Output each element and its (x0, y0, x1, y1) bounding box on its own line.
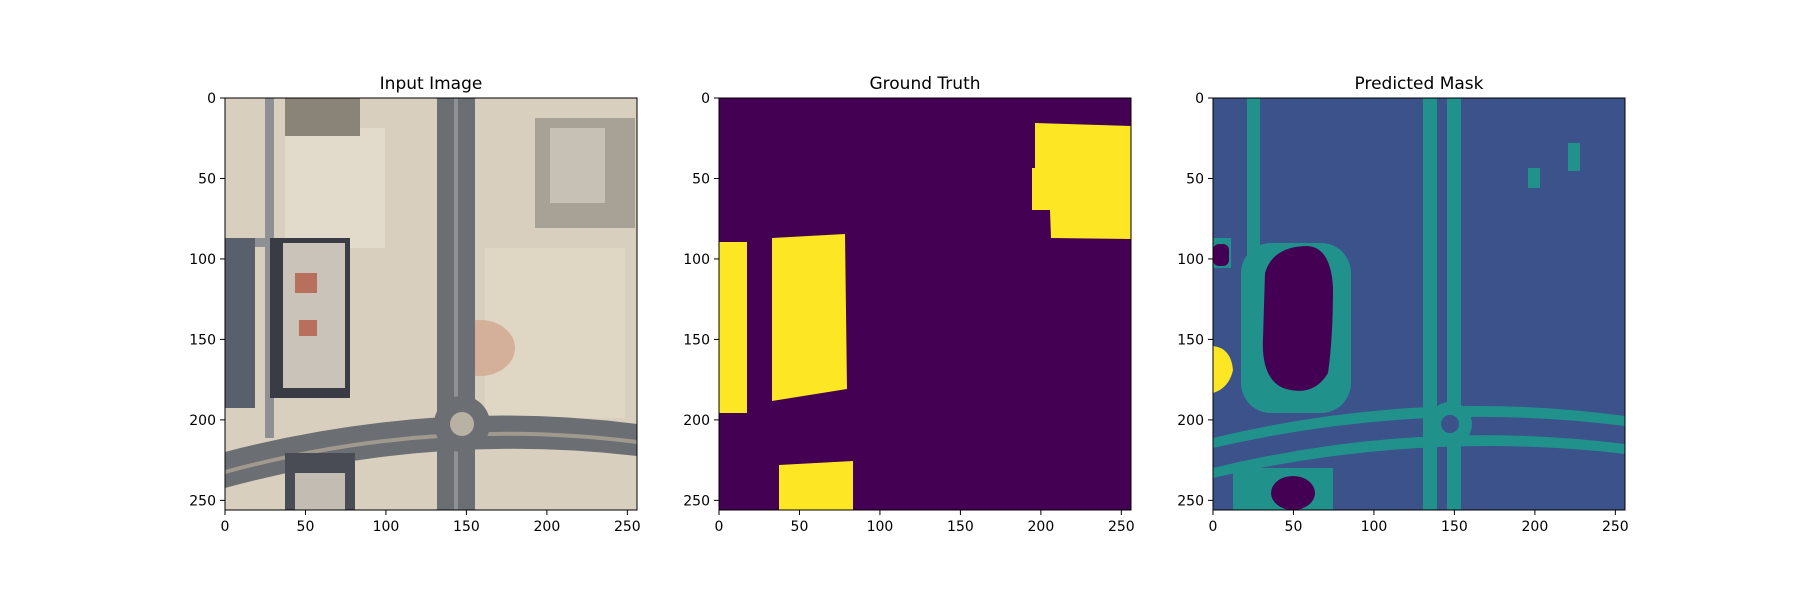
x-tick-label: 50 (297, 519, 315, 535)
building-roof (283, 243, 345, 388)
x-tick-label: 0 (1209, 519, 1218, 535)
x-axis: 0 50 100 150 200 250 (221, 510, 641, 535)
x-tick-label: 100 (1361, 519, 1388, 535)
y-axis: 0 50 100 150 200 250 (683, 91, 719, 509)
axes-frame (718, 97, 1132, 511)
building-region (1262, 246, 1333, 391)
y-tick-label: 200 (683, 413, 710, 429)
y-tick-label: 100 (189, 252, 216, 268)
y-tick-label: 0 (1195, 91, 1204, 107)
y-tick-label: 100 (1177, 252, 1204, 268)
x-axis: 0 50 100 150 200 250 (715, 510, 1135, 535)
x-tick-label: 50 (1285, 519, 1303, 535)
building-region (1032, 123, 1131, 239)
y-tick-label: 50 (1186, 171, 1204, 187)
building (225, 238, 255, 408)
building (285, 98, 360, 136)
x-tick-label: 0 (221, 519, 230, 535)
x-tick-label: 150 (1441, 519, 1468, 535)
x-tick-label: 50 (791, 519, 809, 535)
road-region (1213, 405, 1625, 448)
y-tick-label: 150 (683, 332, 710, 348)
panel-predicted-mask: Predicted Mask 0 50 100 150 200 250 0 50 100 (1177, 74, 1628, 535)
y-tick-label: 250 (683, 493, 710, 509)
roundabout-hole (1441, 415, 1459, 433)
x-tick-label: 100 (373, 519, 400, 535)
x-tick-label: 250 (614, 519, 641, 535)
building-roof (295, 473, 345, 510)
axes-frame (224, 97, 638, 511)
y-tick-label: 150 (1177, 332, 1204, 348)
x-tick-label: 250 (1108, 519, 1135, 535)
y-tick-label: 50 (692, 171, 710, 187)
road-median (454, 98, 458, 510)
road-region (1568, 143, 1580, 171)
x-tick-label: 200 (534, 519, 561, 535)
ground-truth-mask (719, 98, 1131, 510)
building-region (772, 234, 847, 401)
building-region (779, 461, 853, 510)
y-axis: 0 50 100 150 200 250 (1177, 91, 1213, 509)
other-region (1213, 346, 1233, 393)
x-tick-label: 150 (947, 519, 974, 535)
y-axis: 0 50 100 150 200 250 (189, 91, 225, 509)
side-road (265, 98, 274, 438)
y-tick-label: 50 (198, 171, 216, 187)
y-tick-label: 150 (189, 332, 216, 348)
roundabout-center (450, 412, 474, 436)
y-tick-label: 200 (1177, 413, 1204, 429)
road-region (1423, 98, 1437, 510)
x-tick-label: 200 (1028, 519, 1055, 535)
predicted-mask (1213, 98, 1625, 510)
y-tick-label: 250 (189, 493, 216, 509)
y-tick-label: 0 (701, 91, 710, 107)
y-tick-label: 0 (207, 91, 216, 107)
x-axis: 0 50 100 150 200 250 (1209, 510, 1629, 535)
x-tick-label: 100 (867, 519, 894, 535)
x-tick-label: 250 (1602, 519, 1629, 535)
building-region (1271, 476, 1315, 510)
y-tick-label: 100 (683, 252, 710, 268)
building-roof (550, 128, 605, 203)
building-region (1213, 244, 1229, 266)
road-region (1447, 98, 1461, 510)
y-tick-label: 250 (1177, 493, 1204, 509)
panel-title: Ground Truth (869, 74, 980, 94)
x-tick-label: 0 (715, 519, 724, 535)
ground-patch (285, 128, 385, 248)
road-region (1528, 168, 1540, 188)
x-tick-label: 200 (1522, 519, 1549, 535)
horizontal-road-median (225, 431, 637, 474)
road-region (1213, 435, 1625, 478)
building-accent (295, 273, 317, 293)
panel-title: Predicted Mask (1355, 74, 1484, 94)
input-image (225, 98, 637, 510)
building-region (719, 242, 747, 413)
panel-input-image: Input Image (189, 74, 640, 535)
x-tick-label: 150 (453, 519, 480, 535)
building-accent (299, 320, 317, 336)
y-tick-label: 200 (189, 413, 216, 429)
panel-title: Input Image (380, 74, 483, 94)
axes-frame (1212, 97, 1626, 511)
panel-ground-truth: Ground Truth 0 50 100 150 200 250 0 50 100 150 20… (683, 74, 1134, 535)
